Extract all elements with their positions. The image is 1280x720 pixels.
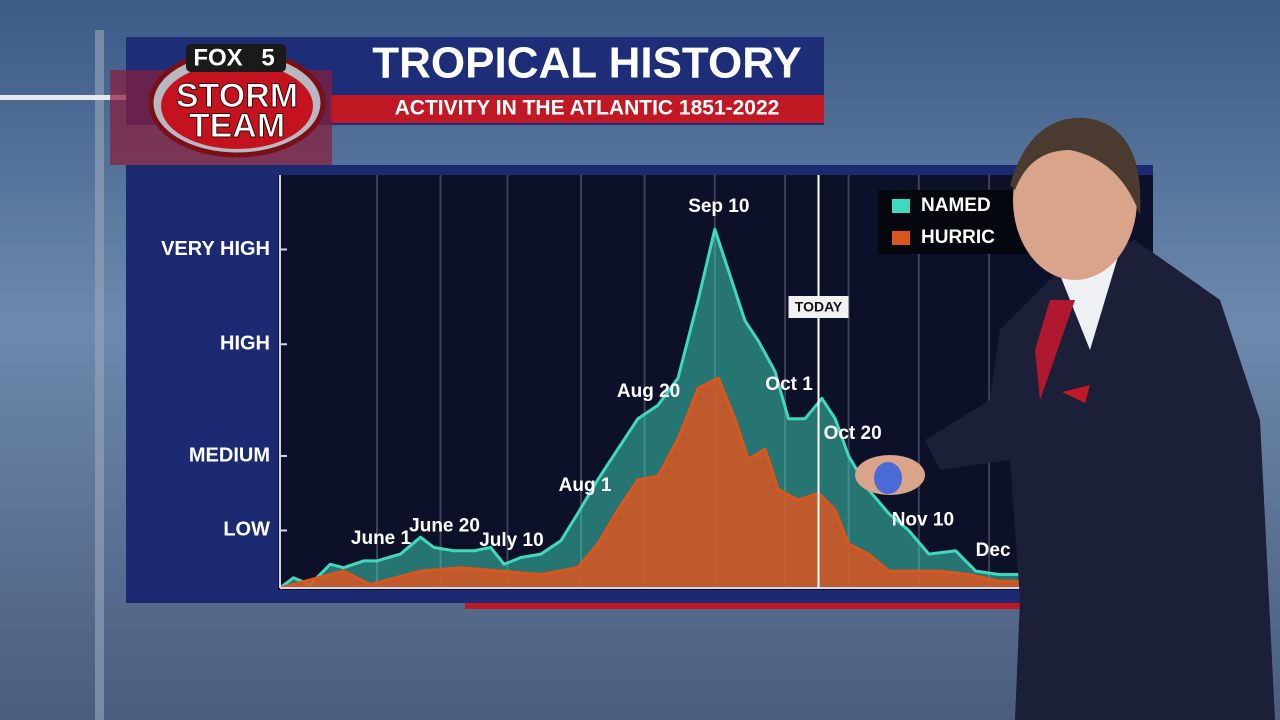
date-label: June 20 xyxy=(409,516,480,537)
legend-swatch xyxy=(892,199,910,213)
subtitle: ACTIVITY IN THE ATLANTIC 1851-2022 xyxy=(395,97,780,120)
panel-accent xyxy=(465,603,1025,609)
date-label: Dec xyxy=(976,540,1011,561)
legend-label: NAMED xyxy=(921,195,991,216)
accent-line xyxy=(0,95,160,100)
presenter-hair xyxy=(1010,117,1141,215)
logo-line2: TEAM xyxy=(189,107,285,145)
logo: FOX 5 STORM TEAM xyxy=(148,44,326,158)
legend-label: HURRIC xyxy=(921,227,995,248)
title: TROPICAL HISTORY xyxy=(372,39,801,88)
date-label: Nov 10 xyxy=(892,509,954,530)
date-label: Oct 1 xyxy=(765,374,813,395)
legend-swatch xyxy=(892,231,910,245)
date-label: Oct 20 xyxy=(824,423,882,444)
logo-channel: 5 xyxy=(261,44,274,71)
area-fill xyxy=(280,229,1020,588)
studio-pillar xyxy=(95,30,104,720)
pocket-square xyxy=(1062,385,1090,403)
presenter xyxy=(855,117,1275,720)
logo-top xyxy=(186,44,286,72)
area-line xyxy=(279,376,1020,590)
date-label: Sep 10 xyxy=(688,196,749,217)
today-label: TODAY xyxy=(795,299,843,315)
y-tick-label: MEDIUM xyxy=(189,444,270,466)
today-tag xyxy=(788,296,849,318)
presenter-suit xyxy=(925,240,1275,720)
area-line xyxy=(279,227,1020,590)
logo-brand: FOX xyxy=(193,44,242,71)
logo-line1: STORM xyxy=(176,77,298,115)
date-label: Aug 1 xyxy=(559,475,612,496)
date-label: June 1 xyxy=(351,528,412,549)
area-fill xyxy=(280,378,1020,588)
logo-inner xyxy=(161,63,313,149)
date-label: July 10 xyxy=(479,530,543,551)
y-tick-label: HIGH xyxy=(220,333,270,355)
y-tick-label: VERY HIGH xyxy=(161,238,270,260)
clicker xyxy=(874,462,902,494)
presenter-tie xyxy=(1035,300,1075,400)
subtitle-bar xyxy=(330,95,824,123)
y-tick-label: LOW xyxy=(223,519,270,541)
date-label: Aug 20 xyxy=(617,381,680,402)
